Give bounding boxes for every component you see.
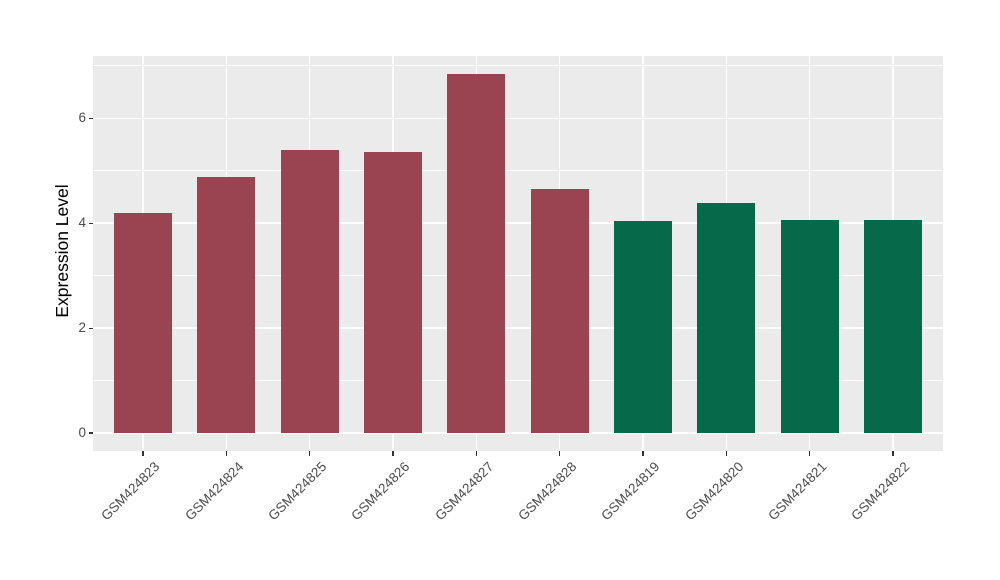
minor-gridline: [93, 380, 943, 382]
x-tick-mark: [892, 451, 894, 456]
y-tick-mark: [88, 432, 93, 434]
y-tick-label: 4: [78, 215, 86, 231]
bar-GSM424824: [197, 177, 256, 433]
x-tick-mark: [225, 451, 227, 456]
y-tick-mark: [88, 117, 93, 119]
bar-GSM424819: [613, 220, 673, 433]
x-tick-mark: [642, 451, 644, 456]
x-tick-label: GSM424822: [848, 459, 913, 524]
x-tick-label: GSM424823: [98, 459, 163, 524]
minor-gridline: [93, 275, 943, 277]
y-tick-label: 6: [78, 110, 86, 126]
bar-GSM424825: [280, 150, 339, 433]
y-tick-label: 0: [78, 425, 86, 440]
x-tick-mark: [475, 451, 477, 456]
y-tick-mark: [88, 327, 93, 329]
x-tick-label: GSM424819: [598, 459, 663, 524]
x-tick-label: GSM424827: [431, 459, 496, 524]
y-tick-mark: [88, 222, 93, 224]
x-tick-label: GSM424825: [265, 459, 330, 524]
minor-gridline: [93, 170, 943, 172]
x-tick-mark: [725, 451, 727, 456]
y-axis-title: Expression Level: [52, 184, 72, 318]
x-tick-mark: [309, 451, 311, 456]
x-tick-label: GSM424828: [515, 459, 580, 524]
x-tick-mark: [392, 451, 394, 456]
major-gridline: [93, 432, 943, 434]
bar-GSM424827: [447, 74, 506, 433]
plot-panel: [93, 56, 943, 451]
bar-GSM424820: [697, 203, 756, 433]
major-gridline: [93, 222, 943, 224]
x-tick-mark: [142, 451, 144, 456]
y-tick-label: 2: [78, 320, 86, 336]
x-tick-label: GSM424821: [765, 459, 830, 524]
x-tick-mark: [809, 451, 811, 456]
minor-gridline: [93, 65, 943, 67]
bar-GSM424821: [780, 220, 839, 433]
x-tick-mark: [559, 451, 561, 456]
x-tick-label: GSM424824: [181, 459, 246, 524]
bar-GSM424826: [363, 151, 423, 433]
x-tick-label: GSM424826: [348, 459, 413, 524]
bar-GSM424822: [863, 220, 923, 433]
bar-GSM424823: [113, 212, 173, 433]
bar-GSM424828: [530, 188, 589, 433]
major-gridline: [93, 327, 943, 329]
x-tick-label: GSM424820: [681, 459, 746, 524]
major-gridline: [93, 117, 943, 120]
